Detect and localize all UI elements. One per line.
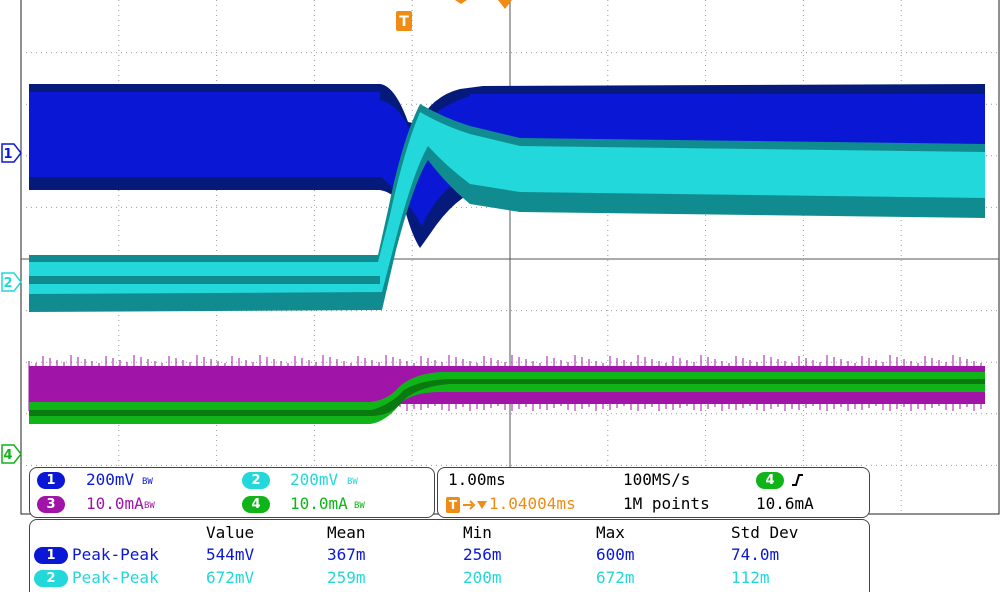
meas-row2-ch-badge[interactable]: 2: [34, 570, 68, 587]
ch1-badge[interactable]: 1: [37, 472, 65, 489]
ch1-scale: 200mV: [86, 470, 135, 489]
trigger-level: 10.6mA: [756, 494, 814, 513]
ch3-bandwidth-icon: BW: [144, 501, 155, 511]
ch4-badge[interactable]: 4: [242, 496, 270, 513]
meas-row1-label: Peak-Peak: [72, 545, 159, 564]
record-length: 1M points: [623, 494, 710, 513]
header-max: Max: [596, 523, 625, 542]
ch2-midline: [29, 276, 380, 284]
meas-row1-ch-badge[interactable]: 1: [34, 547, 68, 564]
header-mean: Mean: [327, 523, 366, 542]
meas-row2-label: Peak-Peak: [72, 568, 159, 587]
ch2-marker-label: 2: [3, 276, 12, 291]
ch4-bandwidth-icon: BW: [354, 501, 365, 511]
horizontal-scale: 1.00ms: [448, 470, 506, 489]
header-min: Min: [463, 523, 492, 542]
trigger-position-icon: T: [446, 497, 460, 513]
trigger-marker-label: T: [399, 14, 409, 30]
ch2-marker: [1, 272, 22, 292]
meas-row1-min: 256m: [463, 545, 502, 564]
meas-row2-max: 672m: [596, 568, 635, 587]
ch4-marker: [1, 444, 22, 464]
meas-row1-std: 74.0m: [731, 545, 780, 564]
ch2-bandwidth-icon: BW: [347, 477, 358, 487]
ch1-bandwidth-icon: BW: [142, 477, 153, 487]
ch1-core: [29, 92, 380, 177]
trigger-position-arrow: [498, 0, 512, 9]
meas-row2-min: 200m: [463, 568, 502, 587]
timebase-trigger-panel: 1.00ms 100MS/s 4 T 1.04004ms 1M points 1…: [437, 467, 870, 518]
sample-rate: 100MS/s: [623, 470, 691, 489]
ch2-core: [29, 112, 985, 294]
header-std-dev: Std Dev: [731, 523, 799, 542]
trigger-source-badge[interactable]: 4: [756, 472, 784, 489]
meas-row1-mean: 367m: [327, 545, 366, 564]
meas-row1-max: 600m: [596, 545, 635, 564]
channel-settings-panel: 1 200mV BW 2 200mV BW 3 10.0mA BW 4 10.0…: [29, 467, 435, 518]
ch3-badge[interactable]: 3: [37, 496, 65, 513]
trigger-marker: [396, 11, 412, 31]
rising-edge-icon: [792, 474, 803, 486]
meas-row2-std: 112m: [731, 568, 770, 587]
measurements-panel: Value Mean Min Max Std Dev 1 Peak-Peak 5…: [29, 519, 870, 592]
ch1-marker-label: 1: [3, 147, 12, 162]
ch1-marker: [1, 143, 22, 163]
channel-markers: 1 2 4 T: [1, 0, 512, 464]
trigger-position: 1.04004ms: [489, 494, 576, 513]
header-value: Value: [206, 523, 255, 542]
ch4-scale: 10.0mA: [290, 494, 348, 513]
meas-row2-mean: 259m: [327, 568, 366, 587]
meas-row2-value: 672mV: [206, 568, 255, 587]
ch3-scale: 10.0mA: [86, 494, 144, 513]
trigger-delay-arrow-icon: [463, 500, 487, 510]
meas-row1-value: 544mV: [206, 545, 255, 564]
ch2-scale: 200mV: [290, 470, 339, 489]
expansion-point-marker: [455, 0, 467, 4]
ch4-marker-label: 4: [3, 448, 12, 463]
waveform-traces: [28, 84, 985, 424]
ch2-badge[interactable]: 2: [242, 472, 270, 489]
ch4-core: [29, 379, 985, 416]
